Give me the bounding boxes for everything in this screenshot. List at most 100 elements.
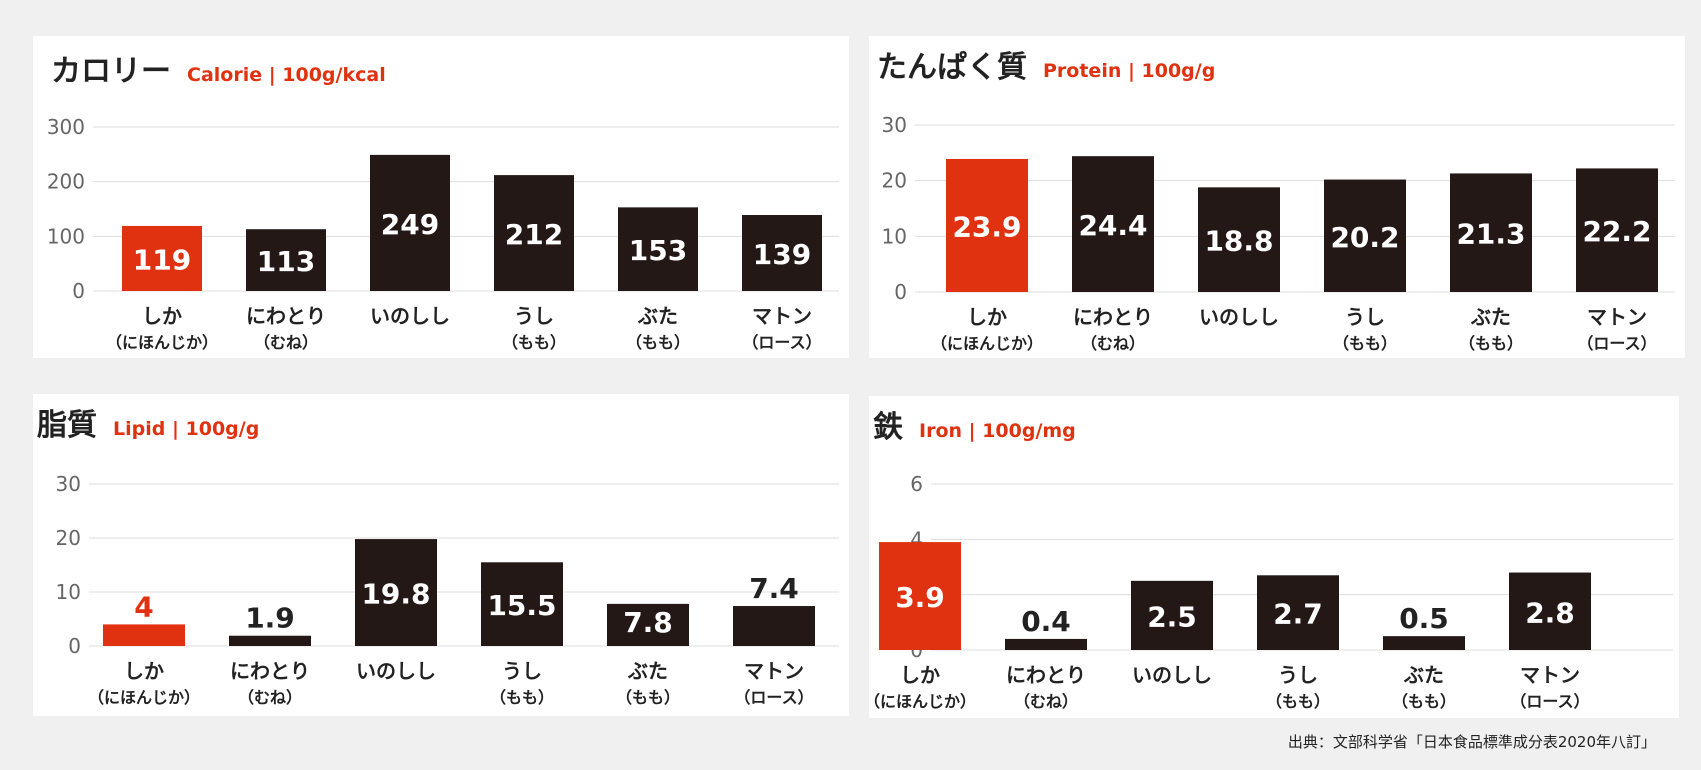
y-tick-label: 0	[72, 279, 85, 303]
bar	[1383, 636, 1465, 650]
data-label: 139	[753, 238, 811, 271]
data-label: 0.5	[1399, 602, 1449, 635]
x-tick-sublabel: （むね）	[238, 688, 302, 707]
x-tick-label: ぶた	[627, 659, 668, 683]
x-tick-label: マトン	[752, 304, 812, 328]
x-tick-label: マトン	[1520, 663, 1580, 687]
x-tick-label: うし	[502, 659, 542, 683]
bar	[494, 175, 574, 291]
chart-subtitle: Calorie | 100g/kcal	[187, 64, 386, 86]
data-label: 2.5	[1147, 600, 1197, 633]
data-label: 249	[381, 208, 439, 241]
data-label: 21.3	[1456, 218, 1525, 251]
y-tick-label: 100	[47, 224, 85, 248]
data-label: 153	[629, 234, 687, 267]
data-label: 19.8	[361, 578, 430, 611]
bar	[1509, 572, 1591, 650]
bar	[246, 229, 326, 291]
x-tick-sublabel: （もも）	[1392, 692, 1456, 711]
bar	[618, 207, 698, 291]
data-label: 1.9	[245, 602, 295, 635]
data-label: 7.8	[623, 606, 673, 639]
chart-subtitle: Protein | 100g/g	[1043, 60, 1216, 82]
bar	[742, 215, 822, 291]
source-note: 出典：文部科学省「日本食品標準成分表2020年八訂」	[1287, 733, 1656, 751]
x-tick-label: マトン	[744, 659, 804, 683]
bar	[1005, 638, 1087, 650]
x-tick-label: しか	[124, 659, 164, 683]
x-tick-sublabel: （もも）	[490, 688, 554, 707]
x-tick-sublabel: （もも）	[1333, 334, 1397, 353]
x-tick-sublabel: （ロース）	[742, 333, 821, 352]
x-tick-label: いのしし	[1132, 663, 1212, 687]
bar	[607, 603, 689, 646]
x-tick-sublabel: （にほんじか）	[88, 688, 200, 707]
y-tick-label: 20	[56, 526, 81, 550]
x-tick-label: ぶた	[1403, 663, 1444, 687]
x-tick-label: しか	[967, 305, 1007, 329]
x-tick-label: にわとり	[230, 659, 310, 683]
x-tick-sublabel: （むね）	[1081, 334, 1145, 353]
x-tick-label: にわとり	[1073, 305, 1153, 329]
bar	[1324, 179, 1406, 292]
calorie-chart: 0 100 200 300 119 しか （にほんじか） 113 にわとり （むね） 249 いのしし…	[47, 115, 839, 352]
x-tick-label: いのしし	[356, 659, 436, 683]
x-tick-sublabel: （にほんじか）	[864, 692, 976, 711]
bar	[370, 154, 450, 291]
x-tick-sublabel: （にほんじか）	[106, 333, 218, 352]
chart-subtitle: Iron | 100g/mg	[919, 420, 1076, 442]
chart-subtitle: Lipid | 100g/g	[113, 418, 260, 440]
bar	[1450, 173, 1532, 292]
x-tick-label: ぶた	[637, 304, 678, 328]
bar	[122, 225, 202, 291]
y-tick-label: 10	[56, 580, 81, 604]
y-tick-label: 30	[882, 113, 907, 137]
x-tick-sublabel: （むね）	[254, 333, 318, 352]
protein-chart: 0 10 20 30 23.9 しか （にほんじか） 24.4 にわとり （むね） 18.8 いのしし…	[882, 113, 1675, 353]
chart-title: たんぱく質 Protein | 100g/g	[877, 50, 1216, 85]
bar	[1198, 187, 1280, 292]
y-tick-label: 0	[894, 280, 907, 304]
protein-chart-panel: たんぱく質 Protein | 100g/g 0 10 20 30 23.9 しか （にほんじ…	[869, 36, 1685, 358]
x-tick-label: うし	[1278, 663, 1318, 687]
chart-title: カロリー Calorie | 100g/kcal	[51, 54, 386, 89]
data-label: 4	[134, 590, 153, 623]
bar	[1131, 580, 1213, 650]
data-label: 15.5	[487, 589, 556, 622]
calorie-chart-panel: カロリー Calorie | 100g/kcal 0 100 200 300 119 しか （…	[33, 36, 849, 358]
chart-title: 脂質 Lipid | 100g/g	[37, 408, 260, 443]
y-tick-label: 20	[882, 169, 907, 193]
data-label: 3.9	[895, 581, 945, 614]
data-label: 0.4	[1021, 605, 1071, 638]
data-label: 20.2	[1330, 221, 1399, 254]
y-tick-label: 10	[882, 224, 907, 248]
data-label: 18.8	[1204, 225, 1273, 258]
x-tick-label: いのしし	[370, 304, 450, 328]
x-tick-label: マトン	[1587, 305, 1647, 329]
data-label: 212	[505, 218, 563, 251]
x-tick-sublabel: （むね）	[1014, 692, 1078, 711]
bar	[229, 635, 311, 646]
iron-chart: 02463.9しか（にほんじか）0.4にわとり（むね）2.5いのしし2.7うし（…	[864, 472, 1673, 711]
data-label: 24.4	[1078, 209, 1147, 242]
x-tick-label: にわとり	[246, 304, 326, 328]
data-label: 23.9	[952, 210, 1021, 243]
x-tick-label: ぶた	[1470, 305, 1511, 329]
x-tick-sublabel: （もも）	[1459, 334, 1523, 353]
x-tick-label: いのしし	[1199, 305, 1279, 329]
data-label: 113	[257, 245, 315, 278]
data-label: 2.8	[1525, 596, 1575, 629]
y-tick-label: 0	[68, 634, 81, 658]
bar	[355, 539, 437, 646]
bar	[946, 158, 1028, 292]
data-label: 119	[133, 243, 191, 276]
x-tick-label: うし	[1345, 305, 1385, 329]
y-tick-label: 200	[47, 170, 85, 194]
y-tick-label: 300	[47, 115, 85, 139]
x-tick-sublabel: （もも）	[616, 688, 680, 707]
chart-title: 鉄 Iron | 100g/mg	[873, 410, 1076, 445]
x-tick-label: しか	[900, 663, 940, 687]
x-tick-sublabel: （もも）	[1266, 692, 1330, 711]
bar	[1072, 156, 1154, 292]
bar	[481, 562, 563, 646]
